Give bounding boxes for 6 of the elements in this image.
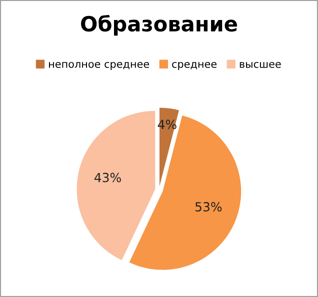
chart-title: Образование [81,14,237,36]
data-label: 53% [196,202,222,212]
legend-label: высшее [240,62,281,68]
data-label: 43% [94,172,121,182]
legend-label: неполное среднее [49,62,150,70]
legend-label: среднее [172,62,217,70]
